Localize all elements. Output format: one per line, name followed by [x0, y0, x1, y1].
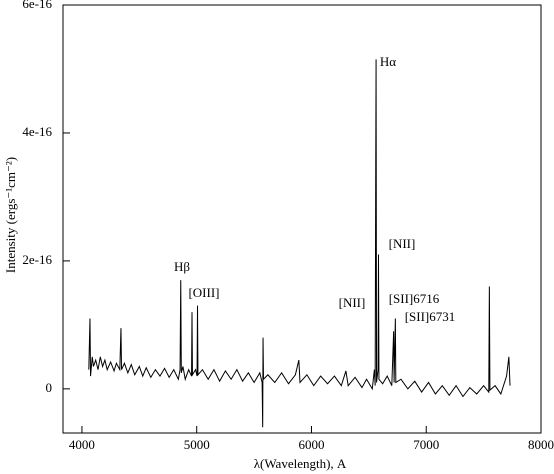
spectrum-line: [88, 59, 511, 428]
x-axis-label: λ(Wavelength), A: [254, 456, 347, 471]
x-tick-label: 4000: [69, 437, 95, 452]
annotation: [SII]6716: [389, 291, 440, 306]
annotation: [OIII]: [188, 285, 219, 300]
annotation: [SII]6731: [405, 309, 456, 324]
annotation: Hβ: [174, 259, 190, 274]
y-tick-label: 0: [46, 380, 53, 395]
x-tick-label: 7000: [413, 437, 439, 452]
annotation: [NII]: [389, 236, 416, 251]
annotation: Hα: [380, 54, 396, 69]
x-tick-label: 8000: [528, 437, 554, 452]
y-tick-label: 2e-16: [22, 252, 52, 267]
plot-frame: [62, 4, 542, 434]
y-tick-label: 4e-16: [22, 124, 52, 139]
y-axis-label: Intensity (ergs⁻¹cm⁻²): [3, 157, 18, 273]
x-tick-label: 5000: [184, 437, 210, 452]
annotation: [NII]: [339, 295, 366, 310]
x-tick-label: 6000: [298, 437, 324, 452]
y-tick-label: 6e-16: [22, 0, 52, 11]
